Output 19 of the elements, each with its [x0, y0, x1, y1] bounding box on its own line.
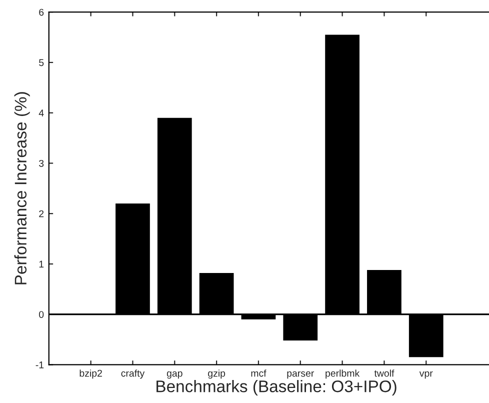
y-tick-label: 2 [39, 210, 44, 218]
x-tick-label: perlbmk [326, 370, 360, 379]
y-tick-label: 6 [39, 8, 44, 16]
x-tick-label: vpr [419, 371, 433, 379]
x-tick-label: parser [287, 371, 314, 379]
y-tick-label: -1 [36, 362, 44, 368]
x-tick-label: twolf [374, 370, 394, 377]
x-tick-label: gap [166, 371, 182, 379]
x-tick-label: mcf [251, 370, 266, 377]
x-axis-title: Benchmarks (Baseline: O3+IPO) [156, 380, 396, 396]
x-tick-label: gzip [208, 370, 226, 379]
y-tick-label: 1 [39, 260, 44, 268]
y-tick-label: 3 [39, 160, 44, 167]
y-tick-label: 4 [38, 110, 44, 116]
y-tick-label: 5 [39, 59, 44, 66]
y-tick-label: 0 [39, 311, 44, 318]
y-axis-title: Performance Increase (%) [14, 92, 30, 284]
x-tick-label: bzip2 [80, 370, 102, 379]
x-tick-label: crafty [121, 370, 145, 379]
